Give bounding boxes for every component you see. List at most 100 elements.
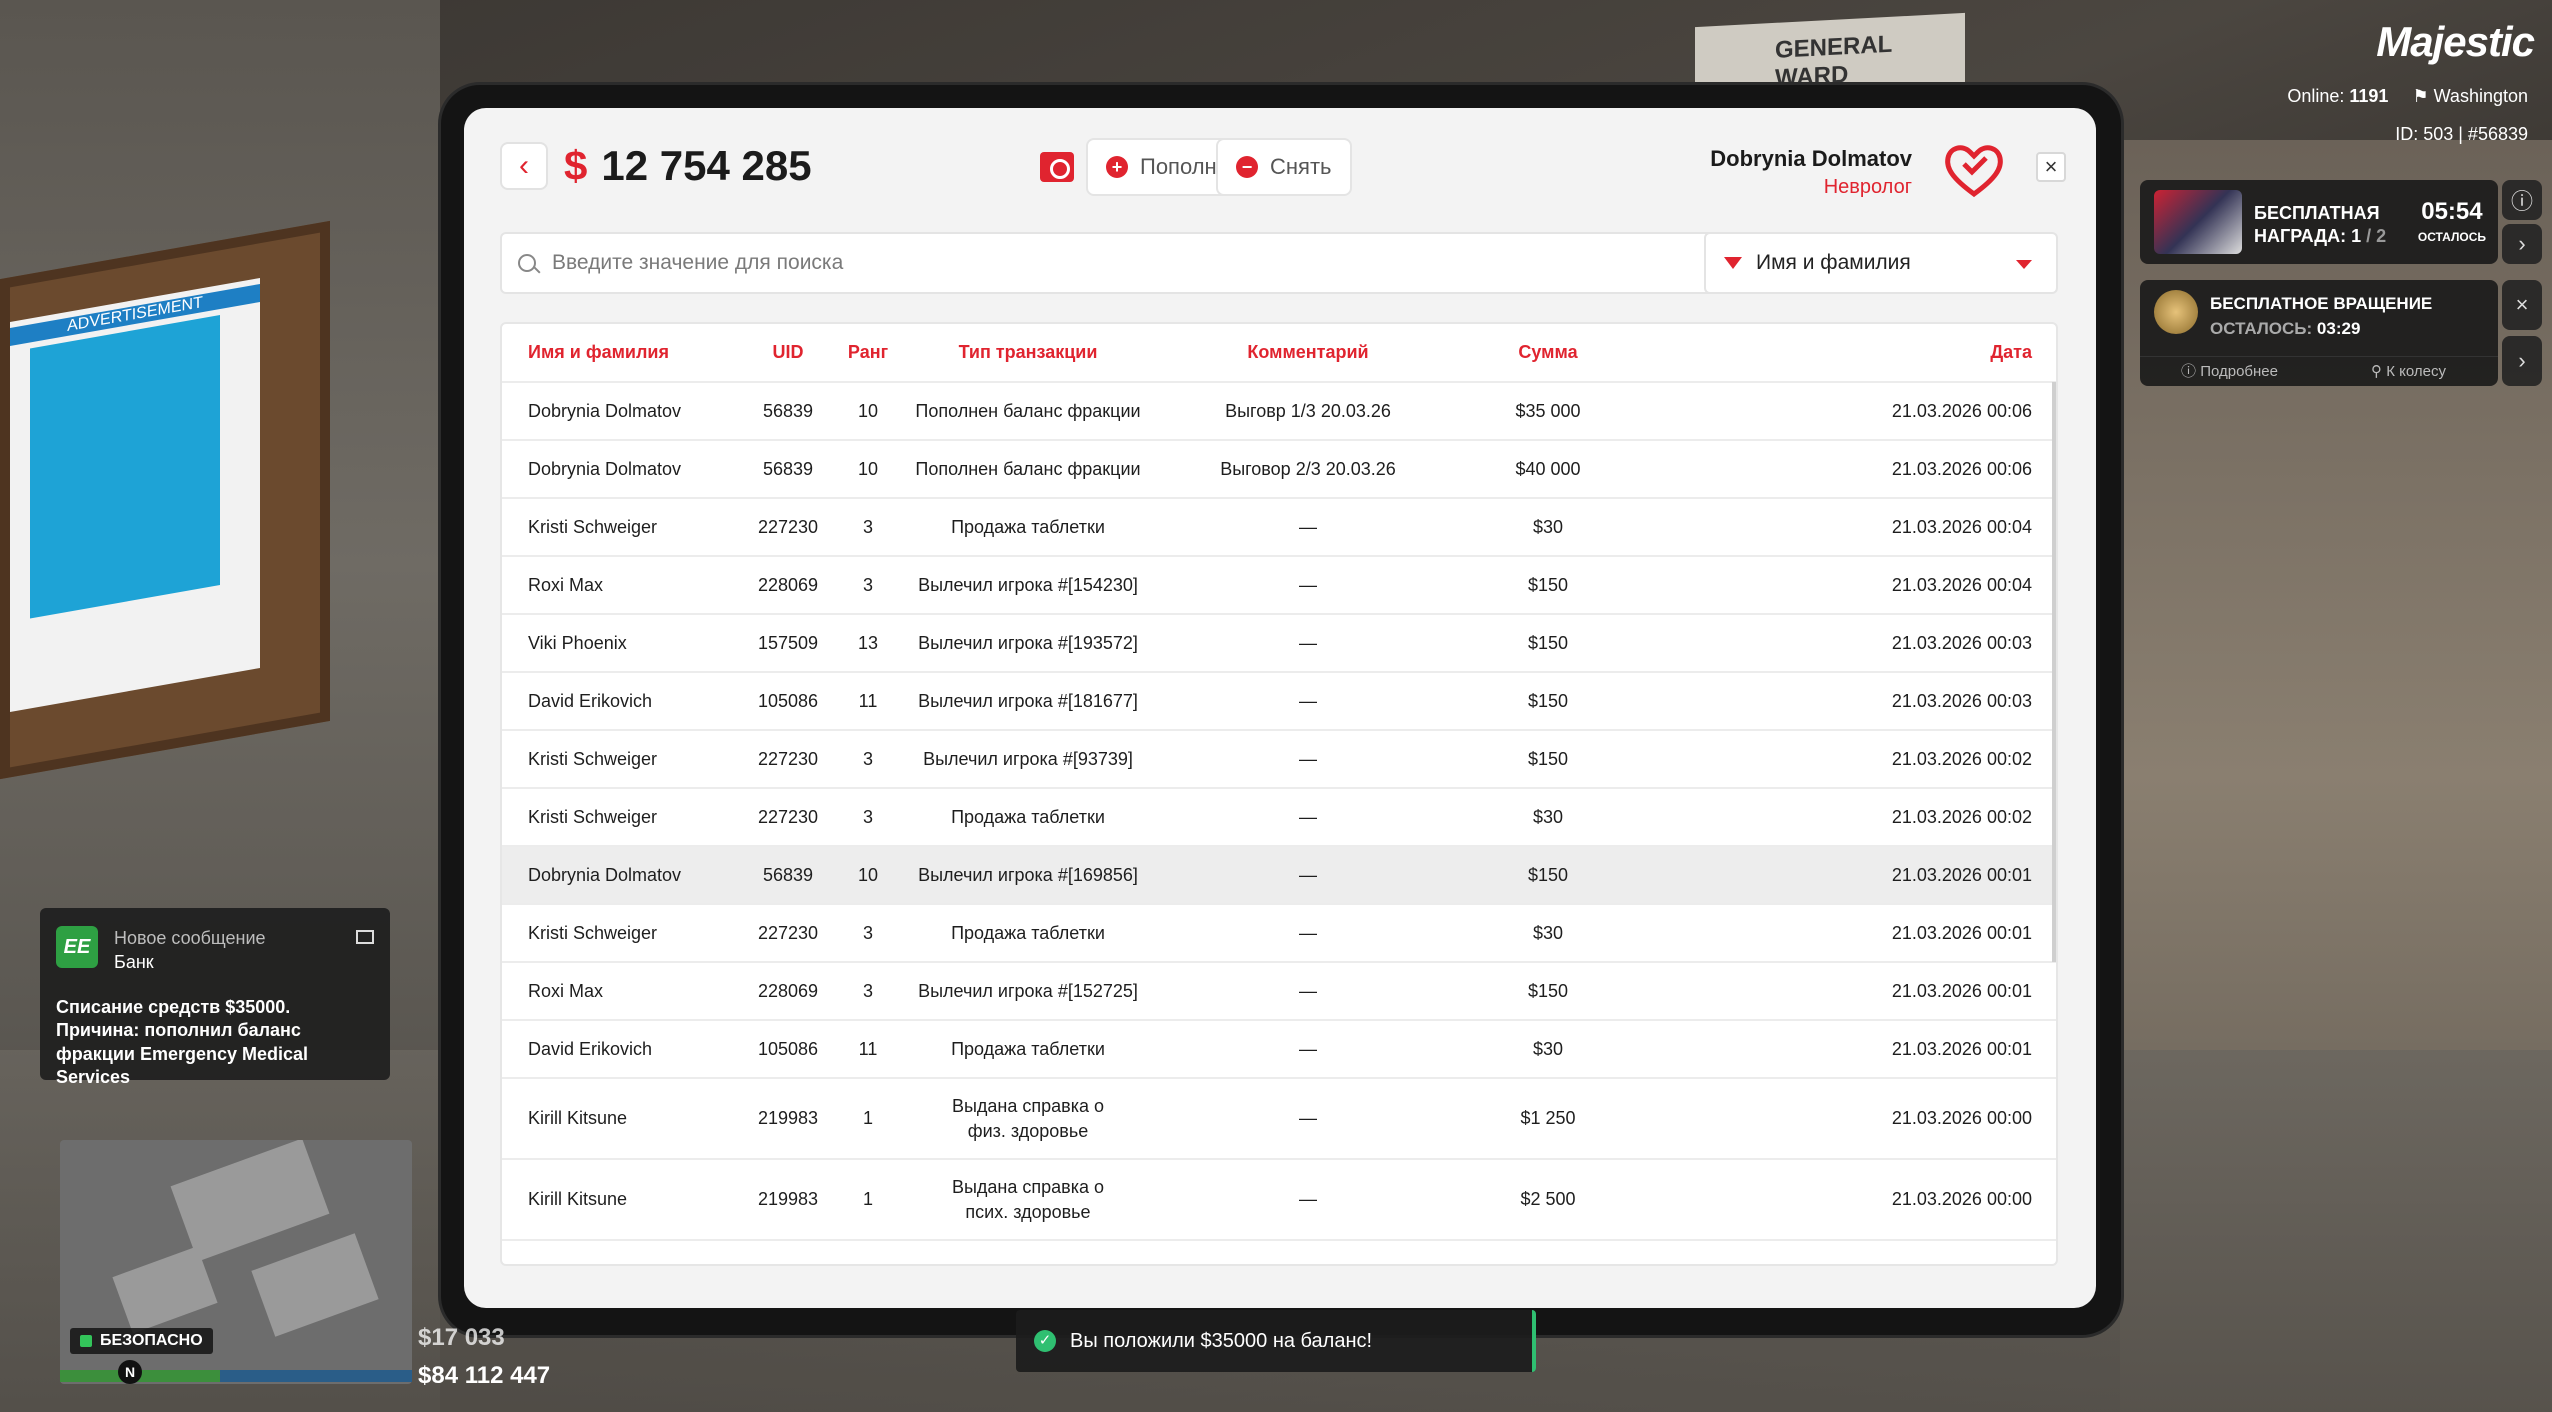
- filter-icon: [1724, 257, 1742, 269]
- cell-comment: —: [1158, 556, 1458, 615]
- cell-date: 21.03.2026 00:01: [1638, 846, 2056, 905]
- free-reward-panel[interactable]: БЕСПЛАТНАЯ НАГРАДА: 1 / 2 05:54 ОСТАЛОСЬ: [2140, 180, 2498, 264]
- info-icon[interactable]: ⓘ: [2502, 180, 2542, 220]
- col-name[interactable]: Имя и фамилия: [502, 324, 738, 383]
- compass-north: N: [118, 1360, 142, 1384]
- cell-rank: 10: [838, 382, 898, 441]
- table-row[interactable]: Dobrynia Dolmatov 56839 10 Пополнен баланс …: [502, 382, 2056, 441]
- back-button[interactable]: ‹: [500, 142, 548, 190]
- cell-type: Выдана справка о физ. здоровье: [898, 1078, 1158, 1160]
- cell-rank: 3: [838, 498, 898, 557]
- cell-rank: 1: [838, 1078, 898, 1160]
- cell-name: Viki Phoenix: [502, 614, 738, 673]
- cell-uid: 219983: [738, 1159, 838, 1241]
- table-row[interactable]: David Erikovich 105086 11 Продажа таблетки —…: [502, 1020, 2056, 1079]
- withdraw-label: Снять: [1270, 154, 1332, 179]
- cell-amount: $150: [1458, 614, 1638, 673]
- user-info: Dobrynia Dolmatov Невролог: [1710, 146, 1912, 199]
- cell-comment: —: [1158, 1078, 1458, 1160]
- safe-icon: [1040, 152, 1074, 182]
- server-name: Washington: [2433, 86, 2528, 106]
- col-comment[interactable]: Комментарий: [1158, 324, 1458, 383]
- table-scrollbar[interactable]: [2052, 382, 2056, 962]
- table-row[interactable]: Dobrynia Dolmatov 56839 10 Вылечил игрока #…: [502, 846, 2056, 905]
- transactions-table: Имя и фамилия UID Ранг Тип транзакции Ко…: [500, 322, 2058, 1266]
- table-row[interactable]: Roxi Max 228069 3 Вылечил игрока #[154230] —…: [502, 556, 2056, 615]
- table-row[interactable]: Dobrynia Dolmatov 56839 10 Пополнен баланс …: [502, 440, 2056, 499]
- cell-uid: 227230: [738, 788, 838, 847]
- cell-name: Dobrynia Dolmatov: [502, 440, 738, 499]
- cell-uid: 227230: [738, 730, 838, 789]
- col-rank[interactable]: Ранг: [838, 324, 898, 383]
- close-spin-icon[interactable]: ×: [2502, 280, 2542, 330]
- chevron-right-icon[interactable]: ›: [2502, 224, 2542, 264]
- bank-amount: $84 112 447: [418, 1362, 551, 1389]
- table-row[interactable]: Viki Phoenix 157509 13 Вылечил игрока #[193…: [502, 614, 2056, 673]
- cell-rank: 3: [838, 904, 898, 963]
- majestic-logo: Majestic: [2376, 18, 2535, 65]
- cell-name: Roxi Max: [502, 962, 738, 1021]
- cell-date: 21.03.2026 00:01: [1638, 904, 2056, 963]
- bank-app-icon: EE: [56, 926, 98, 968]
- cell-amount: $1 250: [1458, 1078, 1638, 1160]
- cell-uid: 105086: [738, 1020, 838, 1079]
- spin-left-time: 03:29: [2316, 318, 2361, 338]
- cell-amount: $150: [1458, 730, 1638, 789]
- map-block: [251, 1233, 379, 1337]
- table-header-row: Имя и фамилия UID Ранг Тип транзакции Ко…: [502, 324, 2056, 383]
- close-icon: ×: [2044, 154, 2058, 179]
- balance-display: $ 12 754 285: [564, 138, 812, 194]
- cell-comment: Выговор 2/3 20.03.26: [1158, 440, 1458, 499]
- table-row[interactable]: Kirill Kitsune 219983 1 Выдана справка о фи…: [502, 1078, 2056, 1160]
- cell-amount: $35 000: [1458, 382, 1638, 441]
- withdraw-button[interactable]: − Снять: [1216, 138, 1352, 196]
- reward-timer: 05:54 ОСТАЛОСЬ: [2418, 198, 2486, 244]
- cell-amount: $2 500: [1458, 1159, 1638, 1241]
- cell-uid: 228069: [738, 962, 838, 1021]
- spin-title: БЕСПЛАТНОЕ ВРАЩЕНИЕ ОСТАЛОСЬ: 03:29: [2210, 292, 2432, 341]
- filter-select[interactable]: Имя и фамилия: [1704, 232, 2058, 294]
- more-link[interactable]: ⓘ Подробнее: [2181, 363, 2278, 380]
- chevron-left-icon: ‹: [519, 149, 529, 182]
- cell-uid: 105086: [738, 672, 838, 731]
- col-uid[interactable]: UID: [738, 324, 838, 383]
- cell-uid: 56839: [738, 846, 838, 905]
- cell-rank: 3: [838, 730, 898, 789]
- cell-rank: 11: [838, 1020, 898, 1079]
- to-wheel-label: К колесу: [2386, 363, 2446, 380]
- cell-name: David Erikovich: [502, 672, 738, 731]
- cell-uid: 56839: [738, 440, 838, 499]
- spin-chevron-right-icon[interactable]: ›: [2502, 336, 2542, 386]
- col-type[interactable]: Тип транзакции: [898, 324, 1158, 383]
- free-spin-panel: БЕСПЛАТНОЕ ВРАЩЕНИЕ ОСТАЛОСЬ: 03:29 ⓘ По…: [2140, 280, 2498, 386]
- table-row[interactable]: Kristi Schweiger 227230 3 Продажа таблетки —…: [502, 788, 2056, 847]
- close-button[interactable]: ×: [2036, 152, 2066, 182]
- cell-name: Dobrynia Dolmatov: [502, 382, 738, 441]
- col-amount[interactable]: Сумма: [1458, 324, 1638, 383]
- to-wheel-link[interactable]: ⚲ К колесу: [2371, 363, 2446, 380]
- table-row[interactable]: David Erikovich 105086 11 Вылечил игрока #[…: [502, 672, 2056, 731]
- cell-date: 21.03.2026 00:04: [1638, 556, 2056, 615]
- table-row[interactable]: Kristi Schweiger 227230 3 Продажа таблетки —…: [502, 498, 2056, 557]
- search-input[interactable]: [552, 251, 1702, 275]
- cell-amount: $30: [1458, 904, 1638, 963]
- table-row[interactable]: Kristi Schweiger 227230 3 Продажа таблетки —…: [502, 904, 2056, 963]
- col-date[interactable]: Дата: [1638, 324, 2056, 383]
- cell-comment: —: [1158, 788, 1458, 847]
- table-row[interactable]: Roxi Max 228069 3 Вылечил игрока #[152725] —…: [502, 962, 2056, 1021]
- spin-links: ⓘ Подробнее ⚲ К колесу: [2140, 356, 2498, 386]
- table-row[interactable]: Kirill Kitsune 219983 1 Выдана справка о пс…: [502, 1159, 2056, 1241]
- reward-title: БЕСПЛАТНАЯ НАГРАДА: 1 / 2: [2254, 202, 2386, 247]
- reward-car-image: [2154, 190, 2242, 254]
- cell-amount: $150: [1458, 556, 1638, 615]
- notification-title: Новое сообщение: [114, 928, 266, 948]
- cell-uid: 228069: [738, 556, 838, 615]
- cell-rank: 10: [838, 846, 898, 905]
- safe-zone-badge: БЕЗОПАСНО: [70, 1328, 213, 1354]
- chevron-down-icon: [2016, 260, 2032, 269]
- cell-type: Вылечил игрока #[154230]: [898, 556, 1158, 615]
- cell-type: Вылечил игрока #[152725]: [898, 962, 1158, 1021]
- cell-amount: $40 000: [1458, 440, 1638, 499]
- table-row[interactable]: Kristi Schweiger 227230 3 Вылечил игрока #[…: [502, 730, 2056, 789]
- notification-sender: Банк: [114, 952, 154, 972]
